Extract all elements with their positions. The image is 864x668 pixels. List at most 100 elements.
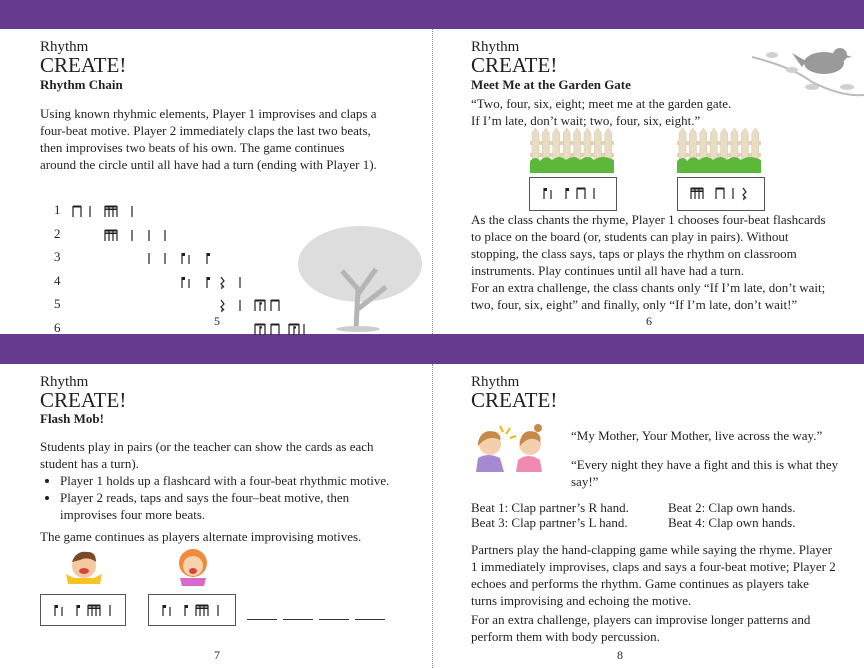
row-number: 3 [54,249,61,265]
kicker: Rhythm [471,39,520,55]
rhythm-note-ee [72,205,82,224]
rhythm-note-sse [254,323,267,342]
page-number: 5 [214,314,220,328]
beat-instruction: Beat 1: Clap partner’s R hand. [471,500,629,515]
two-women-talking-illustration [476,424,542,472]
beat-instruction: Beat 3: Clap partner’s L hand. [471,515,628,530]
intro-text: Students play in pairs (or the teacher c… [40,439,374,471]
page-8: Rhythm CREATE! “My Mother, Your Mother, … [432,364,864,668]
page-divider-bottom [432,364,433,668]
rhythm-note-ssss [104,229,119,248]
subtitle: Flash Mob! [40,411,104,426]
rhythm-note-q [130,205,134,224]
flashcard [677,177,765,211]
rhythm-note-ee [715,187,725,206]
body-text: Using known rhyhmic elements, Player 1 i… [40,106,377,172]
kicker: Rhythm [471,374,520,390]
rhythm-note-ssss [104,205,119,224]
top-band [0,0,864,29]
rhythm-note-q [147,229,151,248]
rhyme-line-2: If I’m late, don’t wait; two, four, six,… [471,113,701,128]
kicker: Rhythm [40,374,89,390]
body-text: Partners play the hand-clapping game whi… [471,542,836,608]
page-divider-top [432,29,433,334]
page-title: CREATE! [40,388,127,412]
flashcard [40,594,126,626]
kicker: Rhythm [40,39,89,55]
rhythm-note-q [163,229,167,248]
rhyme-quote-1: “My Mother, Your Mother, live across the… [571,428,823,443]
outro-text: The game continues as players alternate … [40,529,362,544]
rhythm-note-q [130,229,134,248]
page-number: 8 [617,648,623,662]
page-number: 7 [214,648,220,662]
flashcard [529,177,617,211]
rhythm-note-fq [161,604,173,623]
body-text: As the class chants the rhyme, Player 1 … [471,212,826,278]
bullet-item: Player 2 reads, taps and says the four–b… [60,489,405,523]
rhythm-note-f [205,252,211,271]
rhythm-note-f [205,276,211,295]
beat-instruction: Beat 4: Clap own hands. [668,515,796,530]
answer-blank [355,619,385,620]
page-7: Rhythm CREATE! Flash Mob! Students play … [0,364,432,668]
flashcard [148,594,236,626]
page-6: Rhythm CREATE! Meet Me at the Garden Gat… [432,29,864,334]
rhythm-note-q [216,604,220,623]
rhythm-note-q [238,299,242,318]
answer-blank [319,619,349,620]
tree-illustration [298,226,422,332]
page-number: 6 [646,314,652,328]
rhythm-note-q [163,252,167,271]
rhythm-note-sse [254,299,267,318]
rhythm-note-q [592,187,596,206]
bullet-item: Player 1 holds up a flashcard with a fou… [60,472,405,489]
rhythm-note-f [75,604,81,623]
answer-blank [247,619,277,620]
row-number: 6 [54,320,61,335]
rhythm-note-ssss [690,187,705,206]
challenge-text: For an extra challenge, players can impr… [471,612,811,644]
fence-illustration [677,127,761,173]
row-number: 5 [54,296,61,312]
rhythm-note-f [183,604,189,623]
rhythm-note-ee [270,299,280,318]
rhythm-note-r [741,187,747,206]
row-number: 2 [54,225,61,241]
page-title: CREATE! [471,388,558,412]
rhyme-quote-2: “Every night they have a fight and this … [571,457,839,489]
beat-instruction: Beat 2: Clap own hands. [668,500,796,515]
rhythm-note-q [147,252,151,271]
rhythm-note-q [238,276,242,295]
rhythm-note-r [219,299,225,318]
rhythm-note-q [302,323,306,342]
row-number: 4 [54,272,61,288]
rhythm-note-q [88,205,92,224]
rhythm-note-sse [288,323,301,342]
middle-band [0,334,864,364]
rhythm-note-f [564,187,570,206]
rhythm-note-ssss [195,604,210,623]
row-number: 1 [54,202,61,217]
boy-illustration [66,551,102,584]
page-title: CREATE! [40,53,127,77]
challenge-text: For an extra challenge, the class chants… [471,280,826,312]
page-title: CREATE! [471,53,558,77]
fence-illustration [530,127,614,173]
subtitle: Rhythm Chain [40,77,123,92]
rhythm-note-fq [53,604,65,623]
bird-on-branch-illustration [752,48,864,97]
rhythm-note-q [108,604,112,623]
bullet-list: Player 1 holds up a flashcard with a fou… [40,472,405,523]
answer-blank [283,619,313,620]
rhythm-note-ee [270,323,280,342]
subtitle: Meet Me at the Garden Gate [471,77,631,92]
rhythm-note-q [731,187,735,206]
rhyme-line-1: “Two, four, six, eight; meet me at the g… [471,96,732,111]
rhythm-note-fq [180,276,192,295]
page-5: Rhythm CREATE! Rhythm Chain Using known … [0,29,432,335]
rhythm-note-fq [542,187,554,206]
rhythm-note-ee [576,187,586,206]
rhythm-note-r [219,276,225,295]
rhythm-note-ssss [87,604,102,623]
